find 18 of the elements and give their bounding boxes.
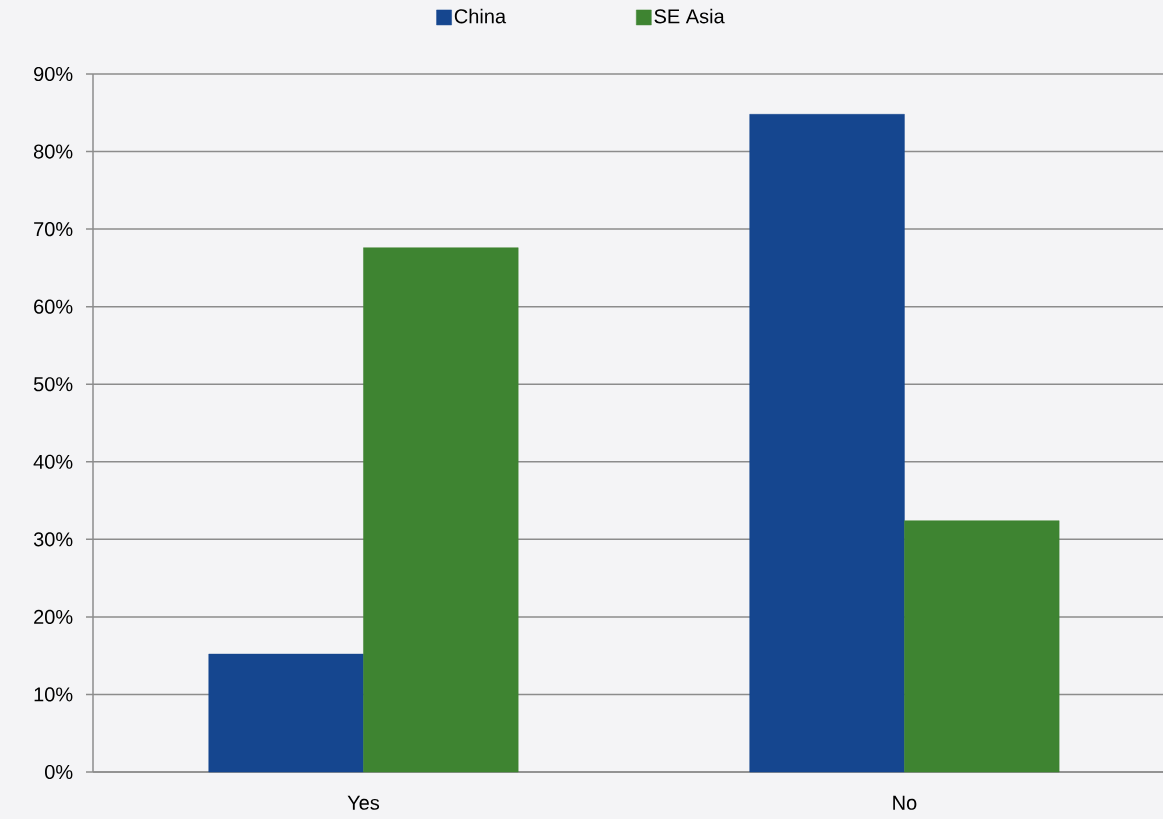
y-tick-label: 0% bbox=[45, 764, 73, 780]
y-tick-label: 50% bbox=[33, 377, 73, 392]
y-tick-label: 10% bbox=[34, 687, 73, 702]
bar bbox=[904, 520, 1060, 773]
y-tick-label: 30% bbox=[33, 532, 73, 547]
bar bbox=[363, 247, 519, 773]
y-tick-label: 70% bbox=[34, 222, 73, 237]
y-tick-label: 20% bbox=[34, 609, 73, 624]
bar bbox=[749, 114, 905, 773]
y-tick-label: 80% bbox=[33, 144, 73, 159]
legend-label: China bbox=[454, 8, 507, 24]
legend-label: SE Asia bbox=[654, 8, 725, 24]
y-tick-label: 90% bbox=[34, 66, 73, 82]
bar bbox=[208, 653, 364, 773]
y-tick-label: 60% bbox=[34, 299, 73, 314]
x-tick-label: Yes bbox=[347, 795, 380, 810]
x-tick-label: No bbox=[893, 795, 917, 810]
y-tick-label: 40% bbox=[33, 454, 73, 469]
